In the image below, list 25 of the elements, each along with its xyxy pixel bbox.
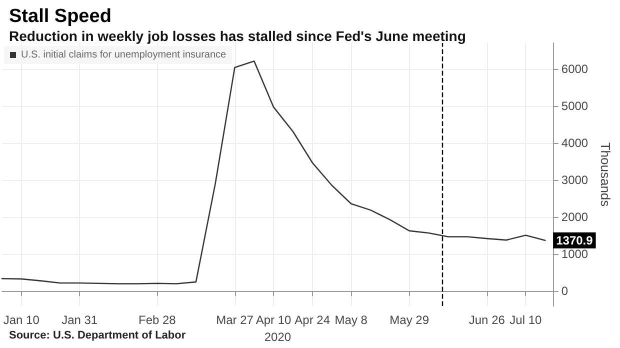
y-tick-label: 3000 [561, 173, 588, 188]
x-tick-label: Jul 10 [510, 313, 542, 327]
x-tick-label: Jun 26 [468, 313, 506, 327]
source-note: Source: U.S. Department of Labor [9, 330, 186, 342]
x-tick-label: May 8 [334, 313, 368, 327]
x-tick-label: Apr 10 [256, 313, 292, 327]
chart-title: Stall Speed [9, 6, 112, 27]
x-tick-label: Feb 28 [138, 313, 176, 327]
x-tick-label: Apr 24 [294, 313, 330, 327]
y-tick-label: 2000 [561, 210, 588, 224]
x-tick-label: Mar 27 [216, 313, 254, 327]
x-tick-label: Jan 31 [62, 313, 98, 327]
chart-subtitle: Reduction in weekly job losses has stalled since Fed's June meeting [9, 28, 466, 44]
x-tick-label: May 29 [390, 313, 430, 327]
y-tick-label: 6000 [561, 62, 588, 76]
x-axis-title: 2020 [264, 330, 292, 344]
y-tick-label: 4000 [561, 136, 588, 150]
y-axis-title: Thousands [598, 142, 613, 208]
y-tick-label: 5000 [561, 98, 588, 113]
y-tick-label: 1000 [561, 247, 588, 262]
y-tick-label: 0 [561, 284, 568, 298]
legend-label: U.S. initial claims for unemployment insurance [21, 50, 227, 60]
x-tick-label: Jan 10 [3, 313, 40, 327]
data-label: 1370.9 [556, 233, 594, 248]
line-series [1, 60, 546, 284]
